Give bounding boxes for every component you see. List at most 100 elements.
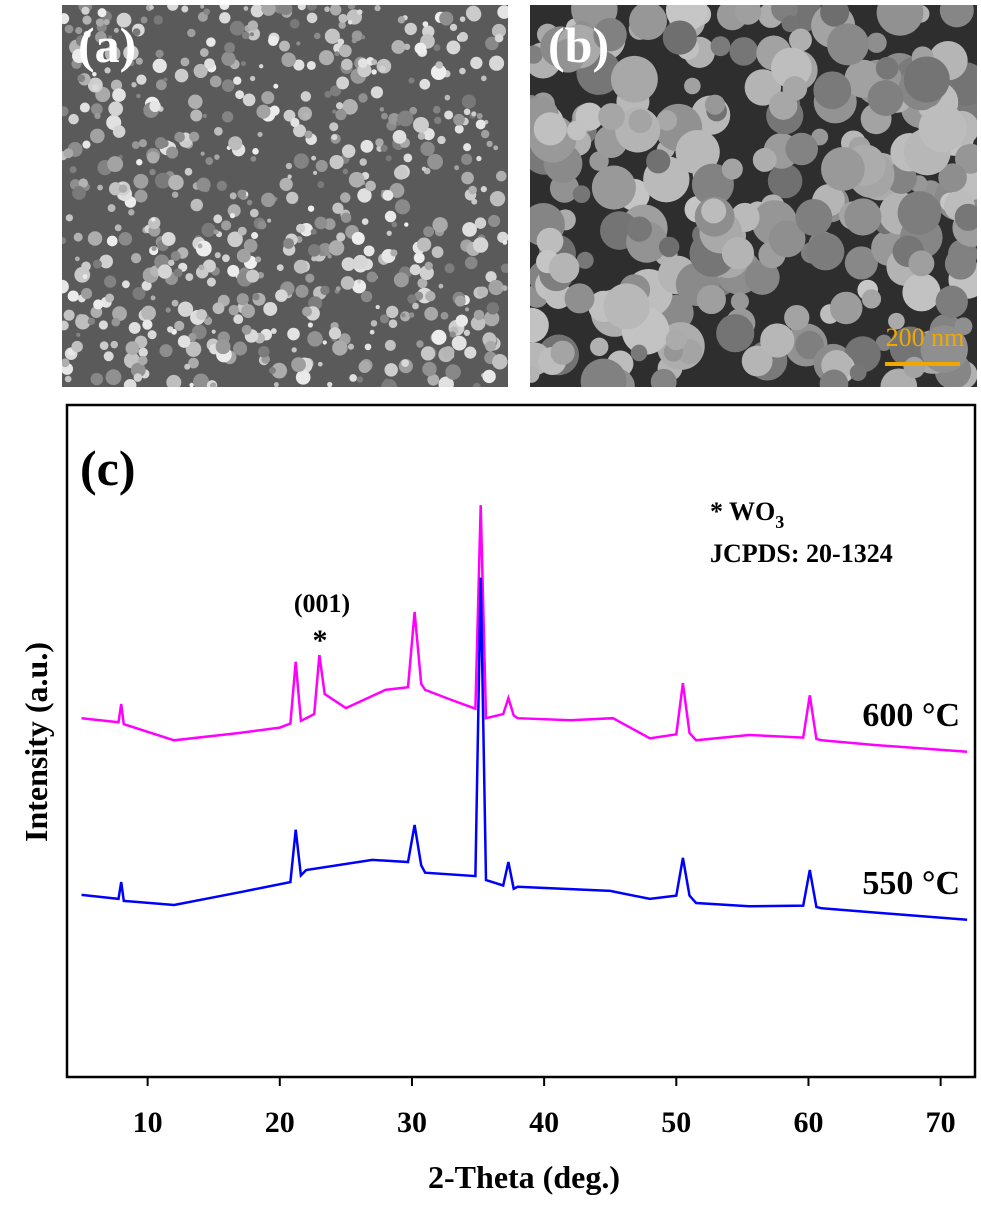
grain xyxy=(70,166,77,173)
grain xyxy=(212,330,216,334)
grain xyxy=(323,340,327,344)
grain xyxy=(461,154,472,165)
grain xyxy=(567,121,587,141)
grain xyxy=(141,306,156,321)
grain xyxy=(476,119,486,129)
grain xyxy=(215,252,221,258)
grain xyxy=(119,232,133,246)
grain xyxy=(107,236,118,247)
y-axis-title: Intensity (a.u.) xyxy=(18,642,54,842)
grain xyxy=(445,95,451,101)
grain xyxy=(93,299,103,309)
grain xyxy=(113,125,126,138)
grain xyxy=(416,340,423,347)
scale-bar-label: 200 nm xyxy=(886,323,965,352)
grain xyxy=(330,4,341,15)
grain xyxy=(281,52,295,66)
grain xyxy=(213,302,225,314)
grain xyxy=(522,366,539,383)
grain xyxy=(271,328,277,334)
grain xyxy=(395,199,410,214)
x-axis-title: 2-Theta (deg.) xyxy=(428,1159,620,1195)
grain xyxy=(214,127,223,136)
grain xyxy=(68,290,79,301)
grain xyxy=(198,243,203,248)
grain xyxy=(217,181,227,191)
grain xyxy=(313,171,317,175)
grain xyxy=(290,118,299,127)
grain xyxy=(277,264,284,271)
grain xyxy=(129,322,141,334)
grain xyxy=(876,57,899,80)
grain xyxy=(233,314,243,324)
grain xyxy=(470,57,482,69)
grain xyxy=(124,379,137,392)
grain xyxy=(77,75,85,83)
grain xyxy=(308,244,321,257)
grain xyxy=(628,109,652,133)
grain xyxy=(132,141,140,149)
grain xyxy=(302,307,312,317)
grain xyxy=(481,76,487,82)
grain xyxy=(273,84,278,89)
grain xyxy=(189,383,193,387)
grain xyxy=(58,13,69,24)
series-label: 550 °C xyxy=(862,865,960,902)
grain xyxy=(115,224,122,231)
grain xyxy=(955,204,981,231)
grain xyxy=(365,344,372,351)
grain xyxy=(258,221,267,230)
panel-label: (b) xyxy=(548,17,609,73)
grain xyxy=(385,211,396,222)
grain xyxy=(371,86,383,98)
grain xyxy=(409,312,415,318)
grain xyxy=(394,166,408,180)
grain xyxy=(255,256,261,262)
annotation: * xyxy=(313,624,328,657)
grain xyxy=(190,199,202,211)
grain xyxy=(94,113,100,119)
grain xyxy=(385,340,396,351)
grain xyxy=(329,240,345,256)
grain xyxy=(477,113,483,119)
grain xyxy=(294,153,309,168)
grain xyxy=(551,341,575,365)
grain xyxy=(199,264,205,270)
grain xyxy=(391,222,397,228)
grain xyxy=(175,69,189,83)
grain xyxy=(425,291,435,301)
grain xyxy=(421,346,435,360)
figure: (a) (b) 200 nm (c) * WO3 JCPDS: 20-1324 … xyxy=(0,0,981,1200)
grain xyxy=(331,134,337,140)
grain xyxy=(471,111,476,116)
grain xyxy=(185,273,193,281)
grain xyxy=(81,288,92,299)
grain xyxy=(361,291,372,302)
grain xyxy=(68,114,79,125)
panel-label: (a) xyxy=(78,17,136,73)
grain xyxy=(329,327,341,339)
grain xyxy=(503,240,508,245)
grain xyxy=(290,19,300,29)
grain xyxy=(442,346,454,358)
grain xyxy=(308,205,314,211)
grain xyxy=(795,199,832,236)
grain xyxy=(422,167,426,171)
grain xyxy=(629,2,667,40)
grain xyxy=(534,112,567,145)
grain xyxy=(338,39,345,46)
grain xyxy=(155,173,171,189)
grain xyxy=(131,253,141,263)
grain xyxy=(381,113,388,120)
grain xyxy=(919,104,967,152)
grain xyxy=(320,286,329,295)
grain xyxy=(261,91,274,104)
grain xyxy=(178,335,191,348)
grain xyxy=(342,144,355,157)
grain xyxy=(298,2,306,10)
grain xyxy=(82,141,90,149)
grain xyxy=(549,253,579,283)
grain xyxy=(455,296,466,307)
grain xyxy=(439,11,453,25)
grain xyxy=(74,233,83,242)
